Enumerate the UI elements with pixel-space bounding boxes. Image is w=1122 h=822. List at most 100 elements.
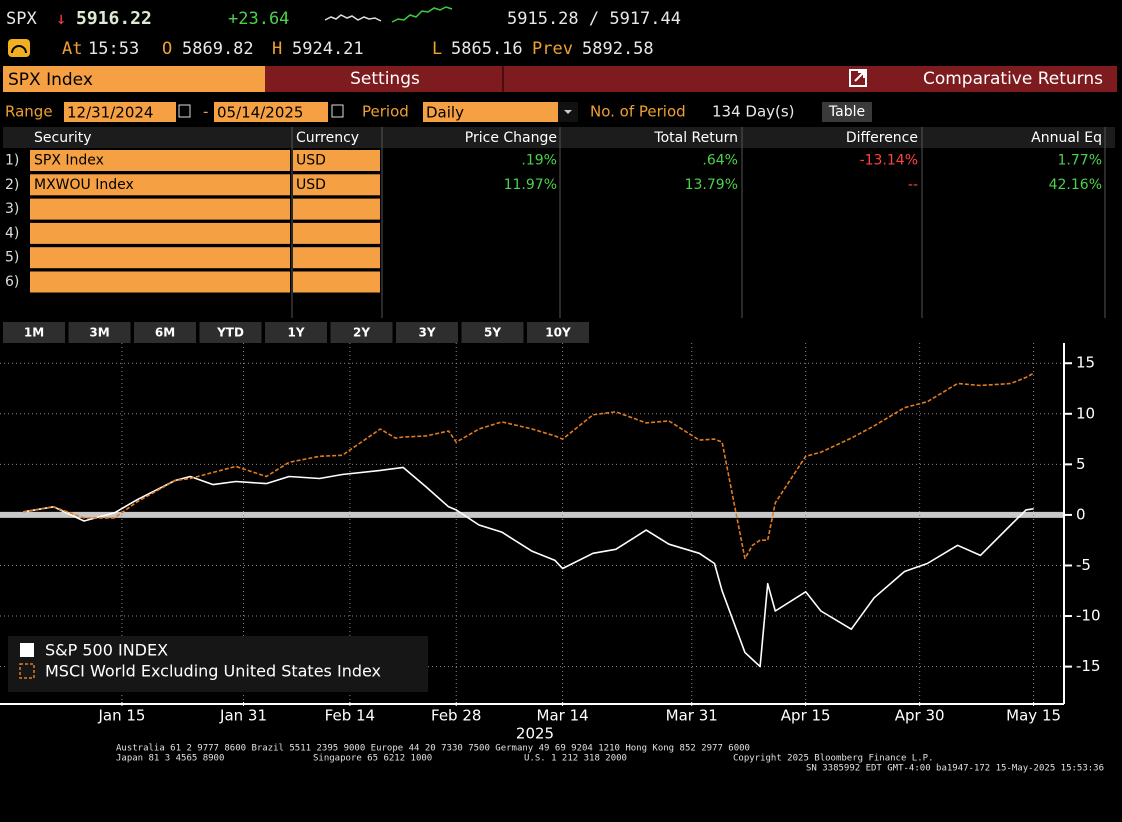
high: 5924.21 [292, 39, 364, 59]
range-button[interactable] [396, 322, 458, 343]
range-button[interactable] [3, 322, 65, 343]
security-input[interactable] [30, 247, 290, 269]
x-tick-label: Apr 30 [895, 707, 945, 725]
period-select[interactable] [423, 102, 569, 122]
end-date[interactable]: 05/14/2025 [217, 104, 303, 122]
footer-contacts: Japan 81 3 4565 8900 [116, 754, 224, 764]
range-button[interactable] [68, 322, 131, 343]
table-button[interactable] [822, 102, 872, 122]
range-button-label[interactable]: YTD [216, 326, 244, 340]
range-button[interactable] [461, 322, 524, 343]
range-button[interactable] [527, 322, 589, 343]
total-return: .64% [702, 153, 738, 169]
y-tick-label: -15 [1076, 657, 1101, 675]
footer-contacts: Singapore 65 6212 1000 [313, 754, 432, 764]
currency-input[interactable] [293, 174, 380, 196]
range-button-label[interactable]: 10Y [545, 326, 571, 340]
y-tick-label: 5 [1076, 455, 1086, 473]
range-button-label[interactable]: 1M [24, 326, 44, 340]
function-title: Comparative Returns [923, 69, 1103, 89]
currency-input[interactable] [293, 222, 380, 244]
security[interactable]: MXWOU Index [34, 177, 134, 193]
footer-contacts: U.S. 1 212 318 2000 [524, 754, 627, 764]
dropdown-arrow[interactable] [564, 110, 572, 114]
security-input[interactable] [30, 222, 290, 244]
calendar-icon[interactable] [178, 104, 191, 118]
x-tick-label: Feb 28 [431, 707, 481, 725]
row-number: 4) [5, 225, 19, 241]
gauge-icon [8, 39, 30, 57]
range-button-label[interactable]: 3Y [418, 326, 435, 340]
range-buttons: 1M 3M 6M YTD 1Y 2Y 3Y 5Y 10Y [3, 322, 589, 343]
bid-ask: 5915.28 / 5917.44 [507, 9, 681, 29]
calendar-icon[interactable] [331, 104, 344, 118]
start-date[interactable]: 12/31/2024 [67, 104, 153, 122]
range-button-label[interactable]: 3M [89, 326, 109, 340]
y-tick-label: 15 [1076, 354, 1095, 372]
price-change: .19% [521, 153, 557, 169]
security-input[interactable] [30, 271, 290, 293]
annual-eq: 42.16% [1049, 177, 1102, 193]
currency[interactable]: USD [296, 153, 326, 169]
legend-label: MSCI World Excluding United States Index [45, 662, 381, 681]
annual-eq: 1.77% [1058, 153, 1102, 169]
currency-input[interactable] [293, 271, 380, 293]
table-header-bg [3, 127, 1115, 148]
range-separator: - [203, 103, 208, 121]
period-label: Period [362, 103, 409, 121]
currency-input[interactable] [293, 198, 380, 220]
range-button-label[interactable]: 5Y [484, 326, 501, 340]
low: 5865.16 [451, 39, 523, 59]
currency-input[interactable] [293, 150, 380, 171]
x-tick-label: Feb 14 [325, 707, 375, 725]
security[interactable]: SPX Index [34, 153, 104, 169]
period[interactable]: Daily [426, 104, 464, 122]
column-header: Difference [846, 130, 918, 146]
security-tab[interactable] [3, 66, 265, 92]
end-date-input[interactable] [214, 102, 328, 122]
price-change: 11.97% [504, 177, 557, 193]
start-date-input[interactable] [64, 102, 176, 122]
security-input[interactable] [30, 198, 290, 220]
x-tick-label: Mar 31 [666, 707, 718, 725]
range-button-label[interactable]: 1Y [287, 326, 304, 340]
currency-input[interactable] [293, 247, 380, 269]
range-label: Range [5, 103, 53, 121]
range-button[interactable] [134, 322, 196, 343]
y-tick-label: 10 [1076, 404, 1095, 422]
row-number: 2) [5, 177, 19, 193]
popout-icon[interactable] [849, 69, 867, 87]
security-input[interactable] [30, 174, 290, 196]
column-header: Currency [296, 130, 359, 146]
footer-session: SN 3385992 EDT GMT-4:00 ba1947-172 15-Ma… [806, 764, 1104, 774]
legend-label: S&P 500 INDEX [45, 641, 168, 660]
security-tab-label[interactable]: SPX Index [8, 70, 93, 90]
footer-contacts: Australia 61 2 9777 8600 Brazil 5511 239… [116, 744, 750, 754]
currency[interactable]: USD [296, 177, 326, 193]
time: 15:53 [88, 39, 139, 59]
table-button-label[interactable]: Table [828, 104, 865, 120]
open-label: O [162, 39, 172, 59]
periods: 134 Day(s) [712, 103, 795, 121]
security-input[interactable] [30, 150, 290, 171]
open: 5869.82 [182, 39, 254, 59]
total-return: 13.79% [685, 177, 738, 193]
range-button-label[interactable]: 2Y [353, 326, 370, 340]
direction: ↓ [56, 9, 66, 29]
settings-tab[interactable]: Settings [350, 69, 420, 89]
range-button[interactable] [330, 322, 393, 343]
range-button[interactable] [265, 322, 327, 343]
menu-bar [265, 66, 1117, 92]
x-tick-label: Jan 31 [219, 707, 267, 725]
range-button-label[interactable]: 6M [155, 326, 175, 340]
popout-icon[interactable] [854, 71, 865, 82]
time-label: At [62, 39, 82, 59]
column-header: Total Return [653, 130, 738, 146]
legend-swatch [19, 663, 35, 679]
series-line [23, 466, 1034, 668]
series-line [23, 372, 1034, 560]
high-label: H [272, 39, 282, 59]
row-number: 1) [5, 153, 19, 169]
range-button[interactable] [199, 322, 262, 343]
